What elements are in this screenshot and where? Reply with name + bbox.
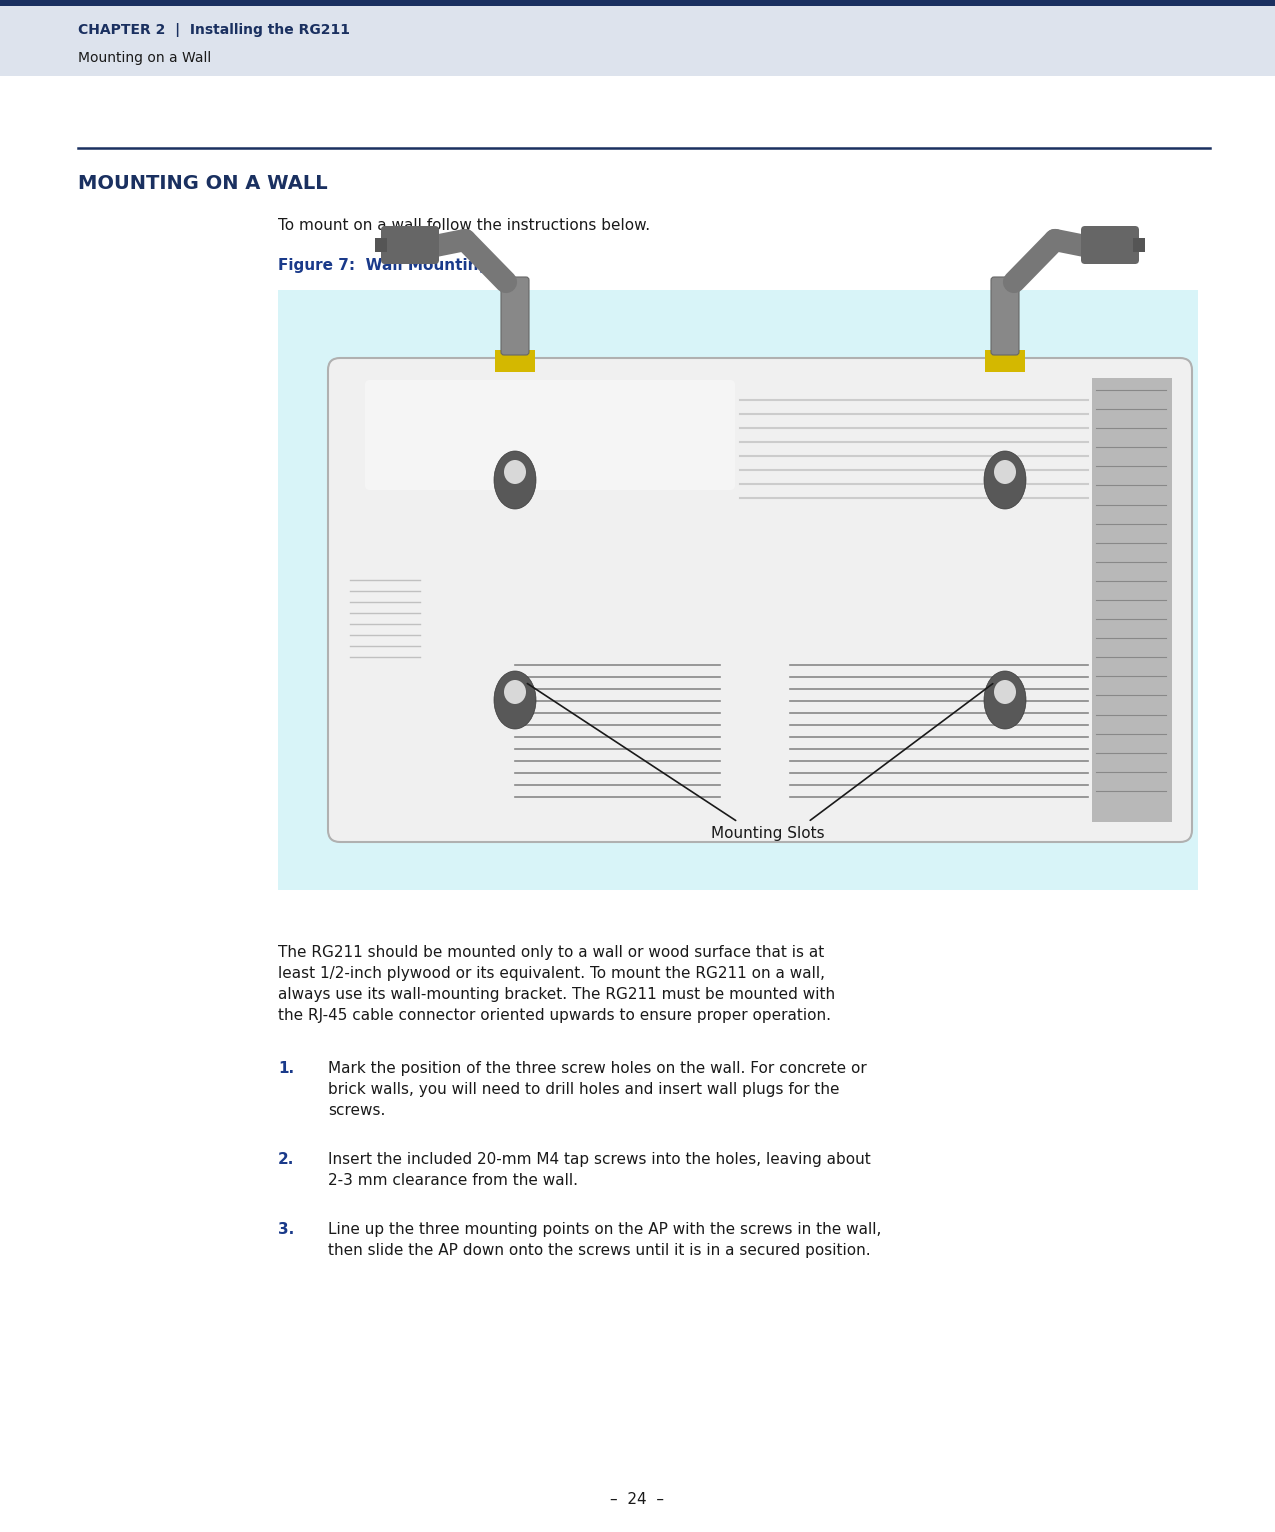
Ellipse shape <box>504 460 527 484</box>
Bar <box>0 6 1275 77</box>
Text: Mounting Slots: Mounting Slots <box>711 826 825 841</box>
FancyBboxPatch shape <box>365 380 734 490</box>
Text: Mark the position of the three screw holes on the wall. For concrete or: Mark the position of the three screw hol… <box>328 1062 867 1075</box>
FancyBboxPatch shape <box>381 227 439 264</box>
Bar <box>375 237 388 251</box>
Ellipse shape <box>984 671 1026 729</box>
Ellipse shape <box>994 460 1016 484</box>
Text: 2.: 2. <box>278 1152 295 1167</box>
FancyBboxPatch shape <box>991 277 1019 355</box>
Text: 1.: 1. <box>278 1062 295 1075</box>
Text: Mounting on a Wall: Mounting on a Wall <box>78 51 212 64</box>
Text: CHAPTER 2  |  Installing the RG211: CHAPTER 2 | Installing the RG211 <box>78 23 351 37</box>
FancyBboxPatch shape <box>1081 227 1139 264</box>
Text: 2-3 mm clearance from the wall.: 2-3 mm clearance from the wall. <box>328 1174 578 1187</box>
Ellipse shape <box>493 671 536 729</box>
Text: To mount on a wall follow the instructions below.: To mount on a wall follow the instructio… <box>278 218 650 233</box>
Bar <box>0 0 1275 6</box>
Ellipse shape <box>504 680 527 705</box>
Text: least 1/2-inch plywood or its equivalent. To mount the RG211 on a wall,: least 1/2-inch plywood or its equivalent… <box>278 967 825 980</box>
Text: The RG211 should be mounted only to a wall or wood surface that is at: The RG211 should be mounted only to a wa… <box>278 945 824 961</box>
Text: –  24  –: – 24 – <box>609 1492 664 1507</box>
Text: brick walls, you will need to drill holes and insert wall plugs for the: brick walls, you will need to drill hole… <box>328 1082 839 1097</box>
Bar <box>278 290 1198 890</box>
Ellipse shape <box>984 450 1026 509</box>
FancyBboxPatch shape <box>501 277 529 355</box>
Bar <box>986 349 1025 372</box>
Bar <box>495 349 536 372</box>
Text: screws.: screws. <box>328 1103 385 1118</box>
Text: 3.: 3. <box>278 1223 295 1236</box>
Bar <box>1133 237 1145 251</box>
Text: Figure 7:  Wall Mounting: Figure 7: Wall Mounting <box>278 257 490 273</box>
Text: the RJ-45 cable connector oriented upwards to ensure proper operation.: the RJ-45 cable connector oriented upwar… <box>278 1008 831 1023</box>
Text: MOUNTING ON A WALL: MOUNTING ON A WALL <box>78 175 328 193</box>
FancyBboxPatch shape <box>328 358 1192 843</box>
Text: Insert the included 20-mm M4 tap screws into the holes, leaving about: Insert the included 20-mm M4 tap screws … <box>328 1152 871 1167</box>
Text: then slide the AP down onto the screws until it is in a secured position.: then slide the AP down onto the screws u… <box>328 1242 871 1258</box>
Text: always use its wall-mounting bracket. The RG211 must be mounted with: always use its wall-mounting bracket. Th… <box>278 987 835 1002</box>
Ellipse shape <box>493 450 536 509</box>
Text: Line up the three mounting points on the AP with the screws in the wall,: Line up the three mounting points on the… <box>328 1223 881 1236</box>
Ellipse shape <box>994 680 1016 705</box>
Bar <box>1091 378 1172 823</box>
